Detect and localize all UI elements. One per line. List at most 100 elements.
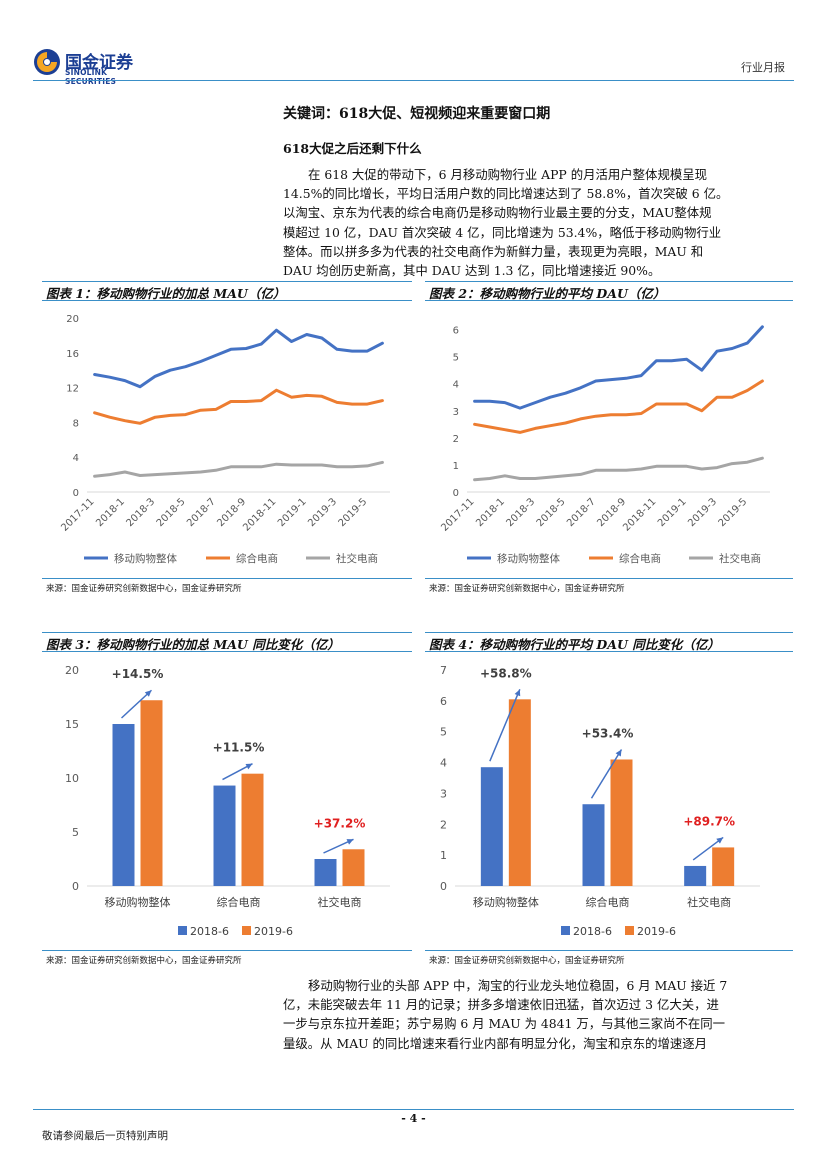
x-tick-label: 2018-3 <box>124 496 157 529</box>
growth-arrow-line <box>489 689 521 762</box>
y-tick-label: 8 <box>73 418 79 429</box>
fig1-bottom-rule <box>42 578 412 579</box>
growth-annotation: +89.7% <box>683 814 735 828</box>
y-tick-label: 4 <box>73 453 79 464</box>
y-tick-label: 6 <box>440 695 447 708</box>
x-tick-label: 2018-5 <box>535 496 568 529</box>
fig4-top-rule <box>425 632 793 633</box>
fig3-title: 图表 3：移动购物行业的加总 MAU 同比变化（亿） <box>46 637 340 652</box>
fig3-top-rule <box>42 632 412 633</box>
fig4-bottom-rule <box>425 950 793 951</box>
growth-annotation: +58.8% <box>480 666 532 680</box>
series-line <box>93 388 384 425</box>
fig4-bar-chart: 0 1 2 3 4 5 6 7 移动购物整体 +58.8% 综合电商 +53.4% 社交电商 +89.7%… <box>440 664 760 938</box>
growth-arrow-head <box>514 689 521 697</box>
fig1-line-chart: 0 4 8 12 16 20 2017-112018-12018-32018-52018-7… <box>59 314 390 565</box>
fig3-bottom-rule <box>42 950 412 951</box>
series-line <box>93 328 384 389</box>
growth-annotation: +53.4% <box>582 726 634 740</box>
fig2-title-rule <box>425 300 793 301</box>
x-tick-label: 2019-1 <box>656 496 689 529</box>
growth-arrow-head <box>144 690 152 697</box>
closing-line: 亿，未能突破去年 11 月的记录；拼多多增速依旧迅猛，首次迈过 3 亿大关，进 <box>283 997 719 1013</box>
series-line <box>473 379 764 434</box>
fig4-source: 来源：国金证券研究创新数据中心，国金证券研究所 <box>429 956 625 966</box>
y-tick-label: 4 <box>440 757 447 770</box>
fig2-source: 来源：国金证券研究创新数据中心，国金证券研究所 <box>429 584 625 594</box>
company-name-cn: 国金证券 <box>65 53 133 73</box>
intro-line: 以淘宝、京东为代表的综合电商仍是移动购物行业最主要的分支，MAU整体规 <box>283 205 712 221</box>
x-tick-label: 2018-1 <box>474 496 507 529</box>
company-name-en: SINOLINK SECURITIES <box>65 68 117 86</box>
fig1-top-rule <box>42 281 412 282</box>
series-line <box>473 456 764 482</box>
y-tick-label: 5 <box>440 726 447 739</box>
y-tick-label: 12 <box>66 384 79 395</box>
growth-arrow-head <box>346 839 354 845</box>
bar-2018-6 <box>582 804 605 886</box>
bar-2018-6 <box>213 785 236 886</box>
bar-2018-6 <box>684 865 707 886</box>
y-tick-label: 20 <box>65 664 79 677</box>
legend-label: 2018-6 <box>190 925 229 938</box>
legend-swatch <box>178 926 187 935</box>
x-tick-label: 2018-3 <box>504 496 537 529</box>
y-tick-label: 5 <box>72 826 79 839</box>
growth-annotation: +14.5% <box>112 667 164 681</box>
bar-2019-6 <box>610 759 633 886</box>
x-tick-label: 2018-7 <box>565 496 598 529</box>
x-tick-label: 2019-1 <box>276 496 309 529</box>
fig3-bar-chart: 0 5 10 15 20 移动购物整体 +14.5% 综合电商 +11.5% 社交电商 +37.2%… <box>65 664 390 938</box>
x-tick-label: 2017-11 <box>59 496 96 533</box>
fig3-title-rule <box>42 651 412 652</box>
fig1-title-rule <box>42 300 412 301</box>
y-tick-label: 5 <box>453 353 459 364</box>
y-tick-label: 3 <box>440 787 447 800</box>
series-line <box>93 460 384 478</box>
growth-arrow-head <box>615 749 622 757</box>
intro-line: 整体。而以拼多多为代表的社交电商作为新鲜力量，表现更为亮眼，MAU 和 <box>283 243 704 259</box>
bar-2018-6 <box>480 767 503 886</box>
y-tick-label: 0 <box>72 880 79 893</box>
legend-label: 移动购物整体 <box>114 552 177 565</box>
x-tick-label: 2018-5 <box>155 496 188 529</box>
x-category-label: 综合电商 <box>217 895 261 909</box>
legend-label: 综合电商 <box>236 552 278 565</box>
y-tick-label: 20 <box>66 314 79 325</box>
growth-arrow-head <box>716 837 724 844</box>
report-type: 行业月报 <box>741 61 785 74</box>
closing-line: 移动购物行业的头部 APP 中，淘宝的行业龙头地位稳固，6 月 MAU 接近 7 <box>308 978 728 993</box>
x-tick-label: 2019-5 <box>717 496 750 529</box>
bar-2019-6 <box>241 773 264 886</box>
fig2-bottom-rule <box>425 578 793 579</box>
fig2-title: 图表 2：移动购物行业的平均 DAU（亿） <box>429 286 666 301</box>
closing-line: 量级。从 MAU 的同比增速来看行业内部有明显分化，淘宝和京东的增速逐月 <box>283 1035 708 1051</box>
growth-arrow-line <box>120 689 153 719</box>
y-tick-label: 0 <box>453 488 459 499</box>
fig4-title-rule <box>425 651 793 652</box>
intro-line: 模超过 10 亿，DAU 首次突破 4 亿，同比增速为 53.4%，略低于移动购… <box>283 224 722 240</box>
y-tick-label: 2 <box>453 434 459 445</box>
closing-paragraph: 移动购物行业的头部 APP 中，淘宝的行业龙头地位稳固，6 月 MAU 接近 7… <box>283 976 783 1053</box>
y-tick-label: 3 <box>453 407 459 418</box>
x-category-label: 综合电商 <box>586 895 630 909</box>
bar-2019-6 <box>712 847 735 886</box>
company-logo: 国金证券 SINOLINK SECURITIES <box>33 48 153 86</box>
intro-line: 14.5%的同比增长，平均日活用户数的同比增速达到了 58.8%，首次突破 6 … <box>283 186 729 202</box>
footer-rule <box>33 1109 794 1110</box>
legend-label: 综合电商 <box>619 552 661 565</box>
keyword-title: 关键词：618大促、短视频迎来重要窗口期 <box>283 106 551 122</box>
bar-2019-6 <box>508 699 531 886</box>
series-line <box>473 325 764 410</box>
x-category-label: 移动购物整体 <box>473 895 539 909</box>
x-tick-label: 2018-7 <box>185 496 218 529</box>
x-tick-label: 2018-11 <box>621 496 658 533</box>
x-category-label: 社交电商 <box>687 895 731 909</box>
fig3-source: 来源：国金证券研究创新数据中心，国金证券研究所 <box>46 956 242 966</box>
x-tick-label: 2018-11 <box>241 496 278 533</box>
y-tick-label: 1 <box>453 461 459 472</box>
fig2-top-rule <box>425 281 793 282</box>
intro-line: DAU 均创历史新高，其中 DAU 达到 1.3 亿，同比增速接近 90%。 <box>283 263 661 279</box>
fig4-title: 图表 4：移动购物行业的平均 DAU 同比变化（亿） <box>429 637 720 652</box>
